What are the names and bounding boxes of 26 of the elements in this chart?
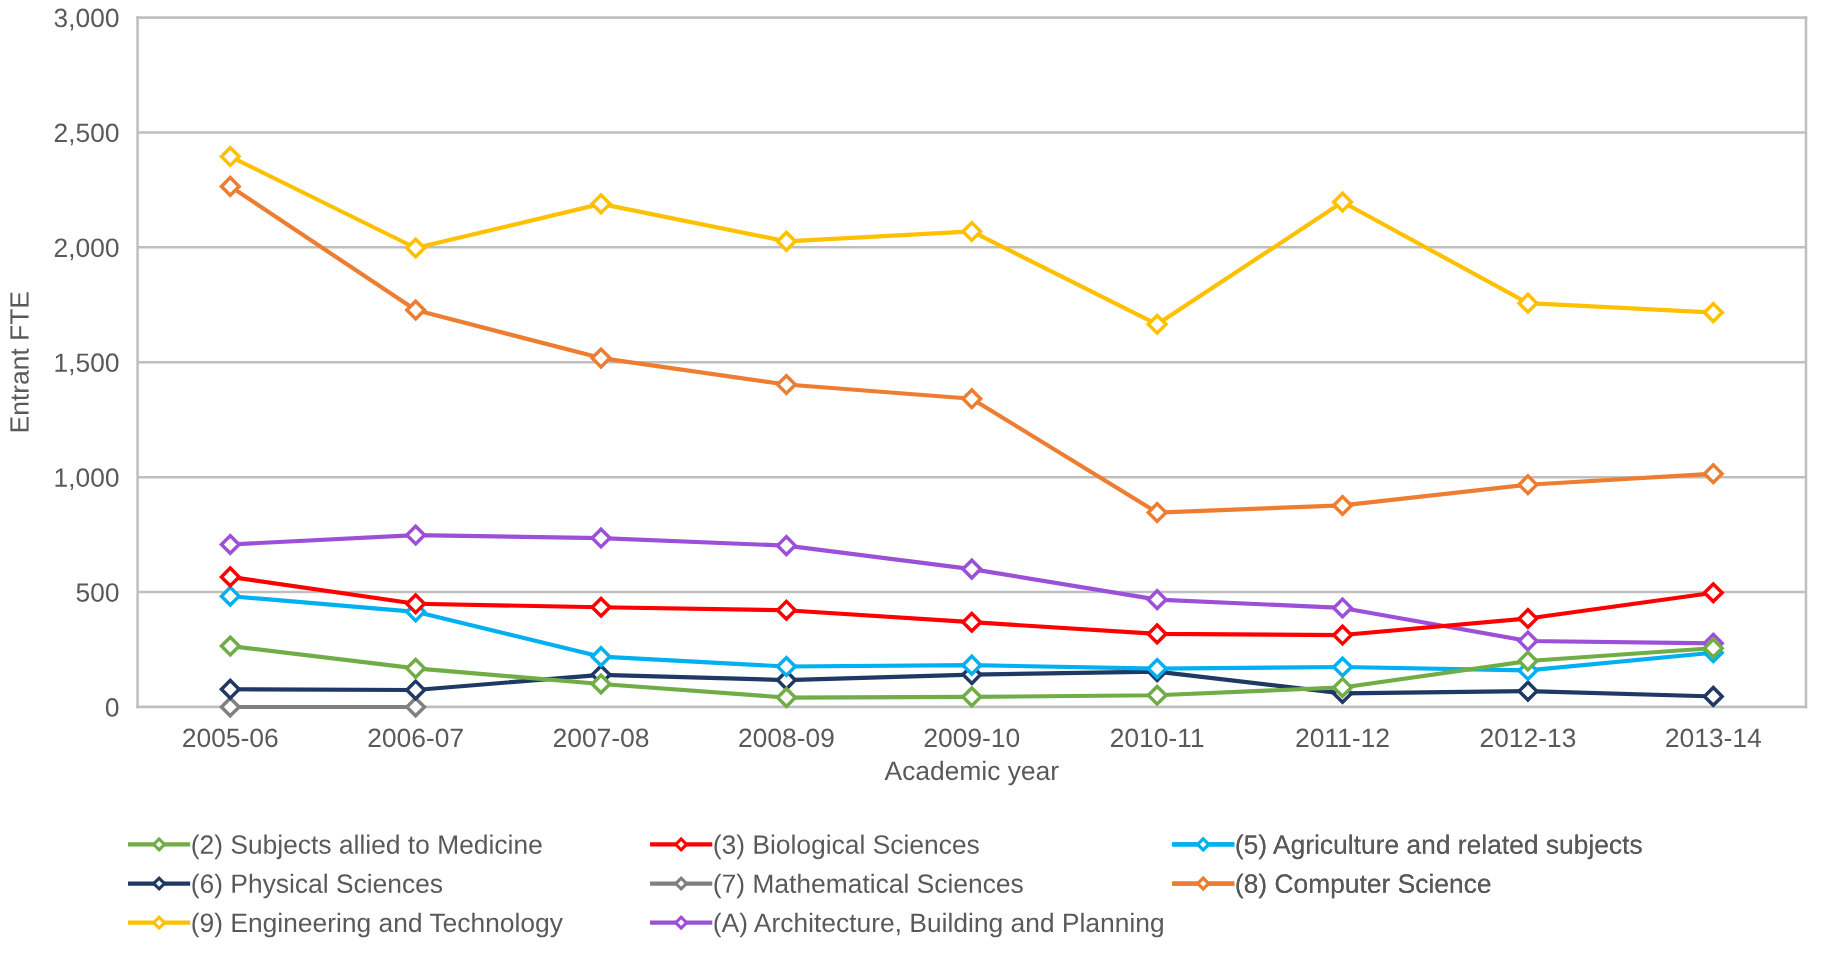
x-tick-label: 2005-06 [183,728,278,748]
legend-label: (8) Computer Science [1236,873,1491,899]
legend-label: (9) Engineering and Technology [192,912,563,938]
x-tick-label: 2006-07 [368,728,463,748]
x-axis-title: Academic year [884,760,1059,786]
x-tick-label: 2013-14 [1666,728,1761,748]
legend-label: (2) Subjects allied to Medicine [192,834,542,860]
x-tick-label: 2011-12 [1296,728,1389,748]
x-tick-label: 2012-13 [1480,728,1576,748]
y-tick-label: 0 [105,698,119,717]
x-tick-label: 2007-08 [553,728,649,748]
legend-label: (7) Mathematical Sciences [714,873,1023,899]
legend-label: (3) Biological Sciences [714,834,979,860]
x-tick-label: 2009-10 [924,728,1020,748]
y-tick-label: 3,000 [54,8,119,31]
x-tick-label: 2008-09 [739,728,834,748]
legend-label: (6) Physical Sciences [192,873,443,899]
y-tick-label: 2,500 [54,123,119,146]
y-tick-label: 1,000 [55,468,119,491]
x-tick-label: 2010-11 [1111,728,1204,748]
y-tick-label: 2,000 [54,238,119,261]
y-tick-label: 1,500 [55,353,119,376]
y-axis-title: Entrant FTE [10,292,29,432]
legend-label: (A) Architecture, Building and Planning [714,912,1163,938]
legend-label: (5) Agriculture and related subjects [1236,834,1642,860]
y-tick-label: 500 [76,583,119,602]
